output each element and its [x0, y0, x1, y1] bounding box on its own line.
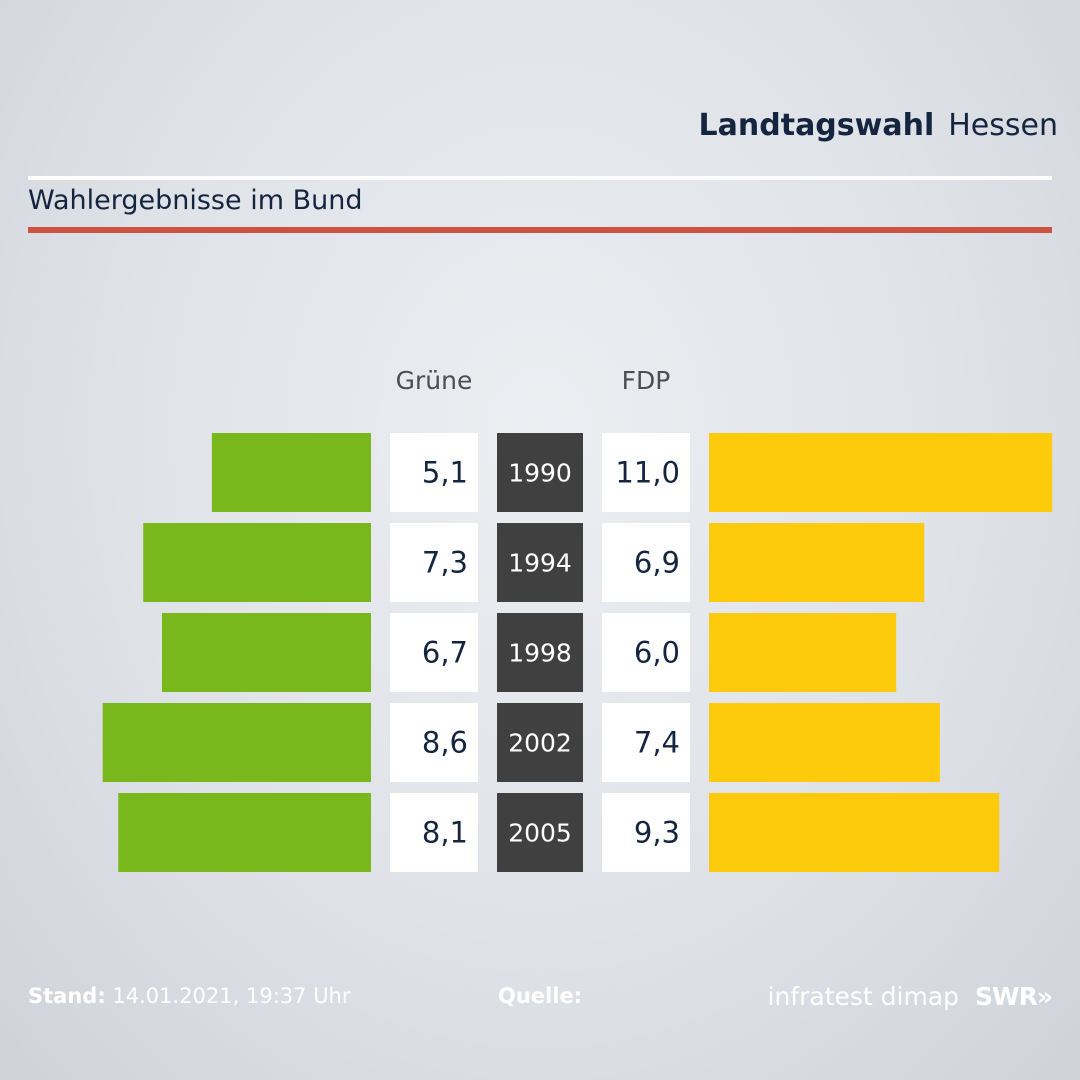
chart-subtitle: Wahlergebnisse im Bund: [28, 185, 363, 216]
year-label-1994: 1994: [508, 549, 572, 578]
legend-gruene: Grüne: [395, 366, 473, 395]
year-label-1998: 1998: [508, 639, 572, 668]
year-box-2005: [497, 793, 583, 872]
year-box-1998: [497, 613, 583, 692]
year-box-1994: [497, 523, 583, 602]
value-label-gruene-1990: 5,1: [422, 456, 468, 490]
value-label-gruene-1998: 6,7: [422, 636, 468, 670]
value-label-gruene-2005: 8,1: [422, 816, 468, 850]
year-box-2002: [497, 703, 583, 782]
swr-logo: SWR»: [975, 982, 1053, 1011]
stand-value: 14.01.2021, 19:37 Uhr: [112, 984, 351, 1008]
value-label-fdp-2002: 7,4: [634, 726, 680, 760]
footer-brand: infratest dimap SWR»: [768, 982, 1053, 1011]
value-box-gruene-1990: [390, 433, 478, 512]
header-divider: [28, 176, 1052, 180]
bar-gruene-2002: [102, 703, 372, 782]
quelle-label: Quelle:: [498, 984, 583, 1008]
year-label-2005: 2005: [508, 819, 572, 848]
bar-gruene-1994: [143, 523, 371, 602]
subtitle-divider: [28, 227, 1052, 233]
header-title: Landtagswahl Hessen: [699, 108, 1058, 143]
value-label-fdp-1990: 11,0: [615, 456, 680, 490]
bar-fdp-2005: [709, 793, 1000, 872]
stand-label: Stand:: [28, 984, 106, 1008]
value-label-fdp-1998: 6,0: [634, 636, 680, 670]
footer-stand: Stand: 14.01.2021, 19:37 Uhr: [28, 984, 351, 1008]
value-box-gruene-1994: [390, 523, 478, 602]
bar-gruene-1990: [211, 433, 371, 512]
value-label-gruene-2002: 8,6: [422, 726, 468, 760]
value-label-fdp-2005: 9,3: [634, 816, 680, 850]
bar-fdp-2002: [709, 703, 940, 782]
value-label-gruene-1994: 7,3: [422, 546, 468, 580]
value-box-fdp-1998: [602, 613, 690, 692]
bar-gruene-2005: [118, 793, 371, 872]
bar-fdp-1990: [709, 433, 1053, 512]
source-name: infratest dimap: [767, 982, 960, 1011]
value-label-fdp-1994: 6,9: [634, 546, 680, 580]
year-label-2002: 2002: [508, 729, 572, 758]
value-box-gruene-2005: [390, 793, 478, 872]
value-box-fdp-1994: [602, 523, 690, 602]
bar-fdp-1994: [709, 523, 925, 602]
value-box-fdp-2005: [602, 793, 690, 872]
header-title-main: Landtagswahl: [698, 108, 935, 143]
header-title-region: Hessen: [948, 108, 1058, 143]
bar-gruene-1998: [161, 613, 371, 692]
legend-fdp: FDP: [621, 366, 671, 395]
value-box-gruene-1998: [390, 613, 478, 692]
footer-quelle: Quelle:: [498, 984, 582, 1008]
value-box-fdp-1990: [602, 433, 690, 512]
value-box-gruene-2002: [390, 703, 478, 782]
year-box-1990: [497, 433, 583, 512]
bar-fdp-1998: [709, 613, 897, 692]
value-box-fdp-2002: [602, 703, 690, 782]
year-label-1990: 1990: [508, 459, 572, 488]
